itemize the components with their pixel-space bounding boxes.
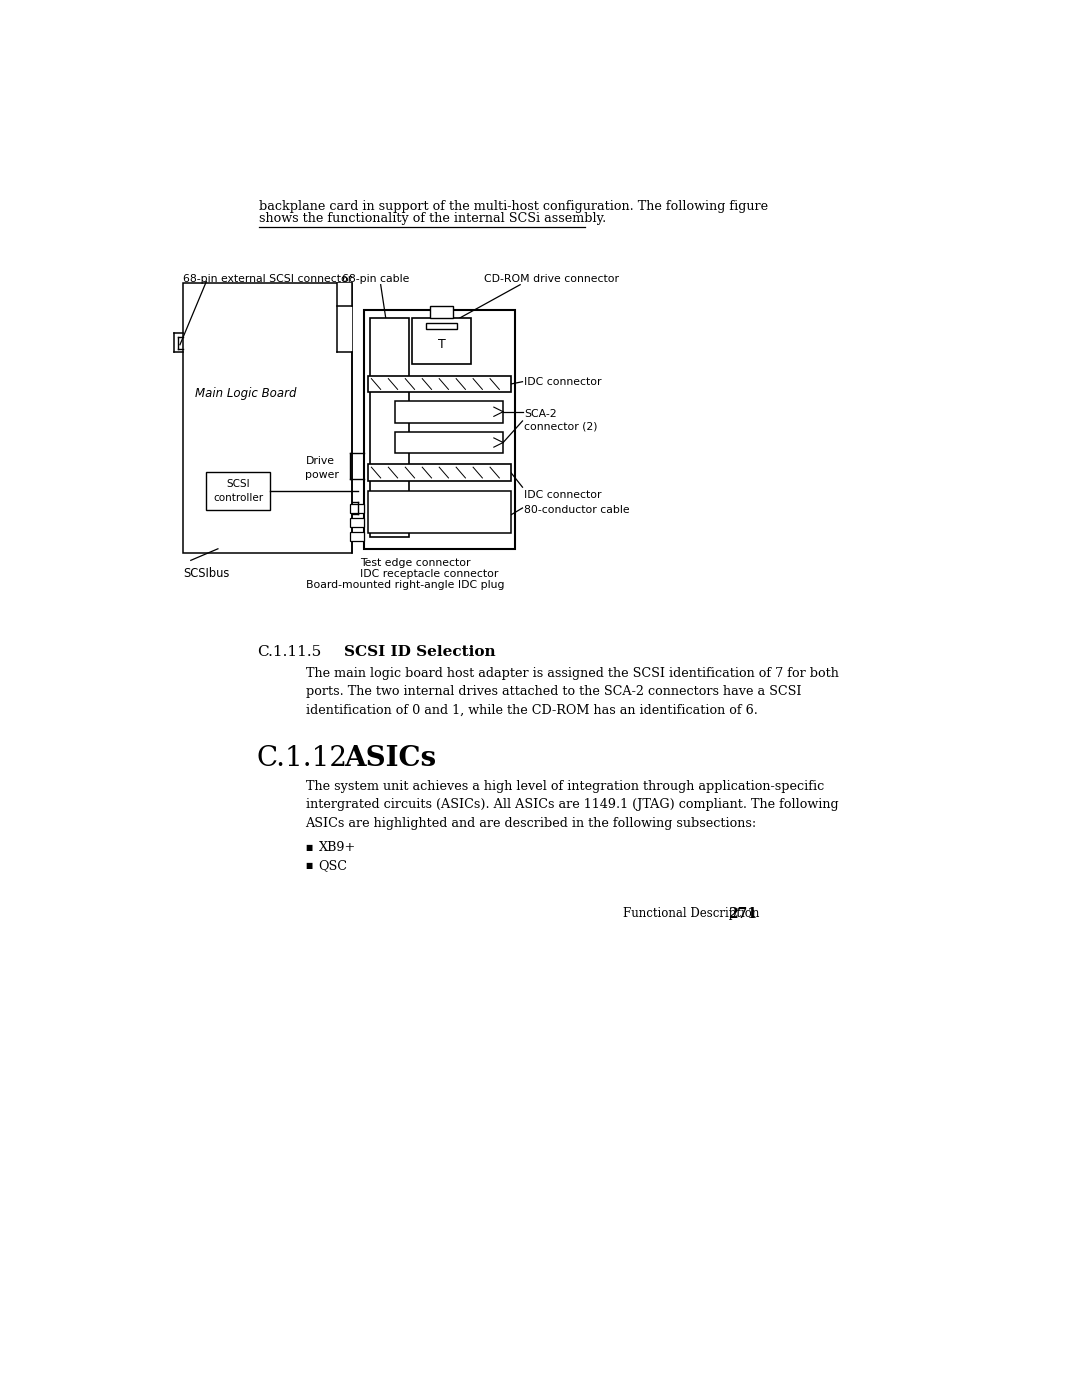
Bar xyxy=(394,432,503,453)
Text: C.1.11.5: C.1.11.5 xyxy=(257,645,321,659)
Text: 271: 271 xyxy=(728,907,757,921)
Bar xyxy=(183,284,352,553)
Bar xyxy=(394,401,503,422)
Text: The system unit achieves a high level of integration through application-specifi: The system unit achieves a high level of… xyxy=(306,780,838,830)
Bar xyxy=(430,306,454,317)
Bar xyxy=(426,323,457,330)
Bar xyxy=(413,317,471,365)
Bar xyxy=(350,504,364,513)
Bar xyxy=(367,376,511,393)
Text: Drive
power: Drive power xyxy=(306,457,339,479)
Text: backplane card in support of the multi-host configuration. The following figure: backplane card in support of the multi-h… xyxy=(259,200,768,212)
Text: Main Logic Board: Main Logic Board xyxy=(194,387,296,400)
Text: CD-ROM drive connector: CD-ROM drive connector xyxy=(484,274,619,284)
Text: SCSI ID Selection: SCSI ID Selection xyxy=(345,645,496,659)
Text: C.1.12: C.1.12 xyxy=(257,745,348,773)
Text: IDC connector: IDC connector xyxy=(524,490,602,500)
Text: ■: ■ xyxy=(306,842,313,852)
Bar xyxy=(350,532,364,541)
Text: 80-conductor cable: 80-conductor cable xyxy=(524,504,630,515)
Text: T: T xyxy=(437,338,445,351)
Text: XB9+: XB9+ xyxy=(319,841,356,855)
Text: 68-pin external SCSI connector: 68-pin external SCSI connector xyxy=(183,274,352,284)
Text: Functional Description: Functional Description xyxy=(623,907,759,919)
Text: QSC: QSC xyxy=(319,859,348,872)
Text: Test edge connector: Test edge connector xyxy=(360,557,470,569)
Bar xyxy=(337,284,352,352)
Bar xyxy=(364,310,515,549)
Text: shows the functionality of the internal SCSi assembly.: shows the functionality of the internal … xyxy=(259,212,606,225)
Text: ■: ■ xyxy=(306,861,313,870)
Bar xyxy=(350,518,364,527)
Bar xyxy=(367,464,511,481)
Text: IDC connector: IDC connector xyxy=(524,377,602,387)
Text: SCA-2
connector (2): SCA-2 connector (2) xyxy=(524,409,597,432)
Text: 68-pin cable: 68-pin cable xyxy=(341,274,409,284)
Bar xyxy=(369,317,408,538)
Text: IDC receptacle connector: IDC receptacle connector xyxy=(360,569,498,578)
Text: The main logic board host adapter is assigned the SCSI identification of 7 for b: The main logic board host adapter is ass… xyxy=(306,666,838,717)
Text: SCSIbus: SCSIbus xyxy=(183,567,229,580)
Bar xyxy=(206,472,270,510)
Text: ASICs: ASICs xyxy=(345,745,436,773)
Text: SCSI
controller: SCSI controller xyxy=(213,479,264,503)
Bar xyxy=(367,490,511,534)
Text: Board-mounted right-angle IDC plug: Board-mounted right-angle IDC plug xyxy=(306,580,504,590)
